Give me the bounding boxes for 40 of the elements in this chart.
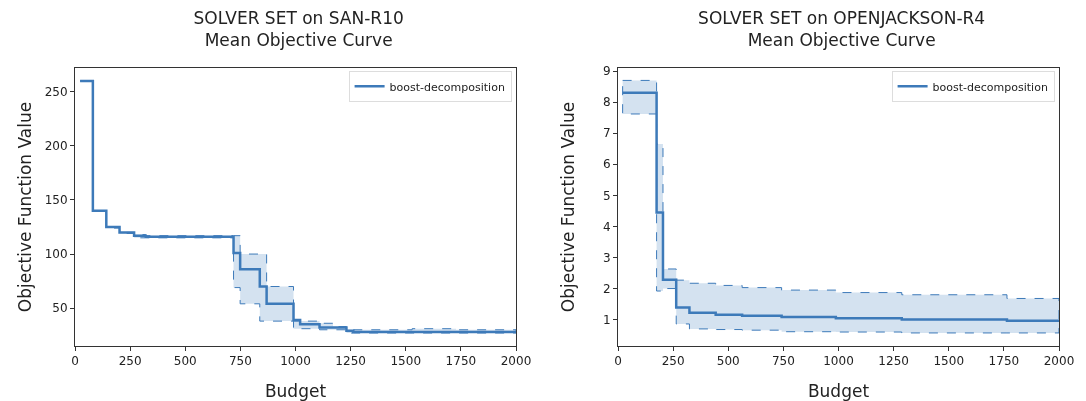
- y-tick-label: 150: [44, 193, 68, 208]
- x-axis-title: Budget: [807, 381, 870, 401]
- y-axis-title: Objective Function Value: [558, 101, 578, 313]
- x-tick-label: 500: [173, 354, 197, 369]
- x-tick-label: 1250: [878, 354, 909, 369]
- x-tick-label: 1750: [988, 354, 1020, 369]
- y-tick-label: 7: [602, 126, 611, 141]
- y-tick-label: 5: [602, 188, 611, 203]
- chart-title: SOLVER SET on SAN-R10 Mean Objective Curve: [193, 8, 404, 51]
- legend-label: boost-decomposition: [389, 80, 505, 94]
- x-tick-label: 1000: [823, 354, 854, 369]
- x-tick-label: 0: [614, 354, 622, 369]
- y-tick-label: 8: [602, 95, 611, 110]
- y-tick-label: 9: [602, 64, 611, 79]
- x-tick-label: 1000: [280, 354, 311, 369]
- legend-label: boost-decomposition: [932, 80, 1048, 94]
- y-axis-title: Objective Function Value: [15, 101, 35, 313]
- x-tick-label: 750: [228, 354, 252, 369]
- x-tick-label: 750: [771, 354, 795, 369]
- x-tick-label: 2000: [1043, 354, 1075, 369]
- x-tick-label: 1500: [933, 354, 965, 369]
- y-tick-label: 2: [602, 281, 611, 296]
- x-tick-label: 250: [661, 354, 685, 369]
- chart-title: SOLVER SET on OPENJACKSON-R4 Mean Objective Curve: [698, 8, 986, 51]
- y-tick-label: 100: [44, 247, 68, 262]
- y-tick-label: 250: [44, 85, 68, 99]
- y-tick-label: 4: [602, 219, 611, 234]
- x-tick-label: 1250: [335, 354, 366, 369]
- y-tick-label: 1: [602, 312, 611, 327]
- y-tick-label: 3: [602, 250, 611, 265]
- x-tick-label: 2000: [500, 354, 532, 369]
- x-axis-title: Budget: [264, 381, 327, 401]
- y-tick-label: 50: [52, 301, 68, 316]
- y-tick-label: 6: [602, 157, 611, 172]
- x-tick-label: 1500: [390, 354, 422, 369]
- x-tick-label: 250: [118, 354, 142, 369]
- x-tick-label: 500: [716, 354, 740, 369]
- x-tick-label: 0: [71, 354, 79, 369]
- x-tick-label: 1750: [445, 354, 477, 369]
- y-tick-label: 200: [44, 139, 68, 154]
